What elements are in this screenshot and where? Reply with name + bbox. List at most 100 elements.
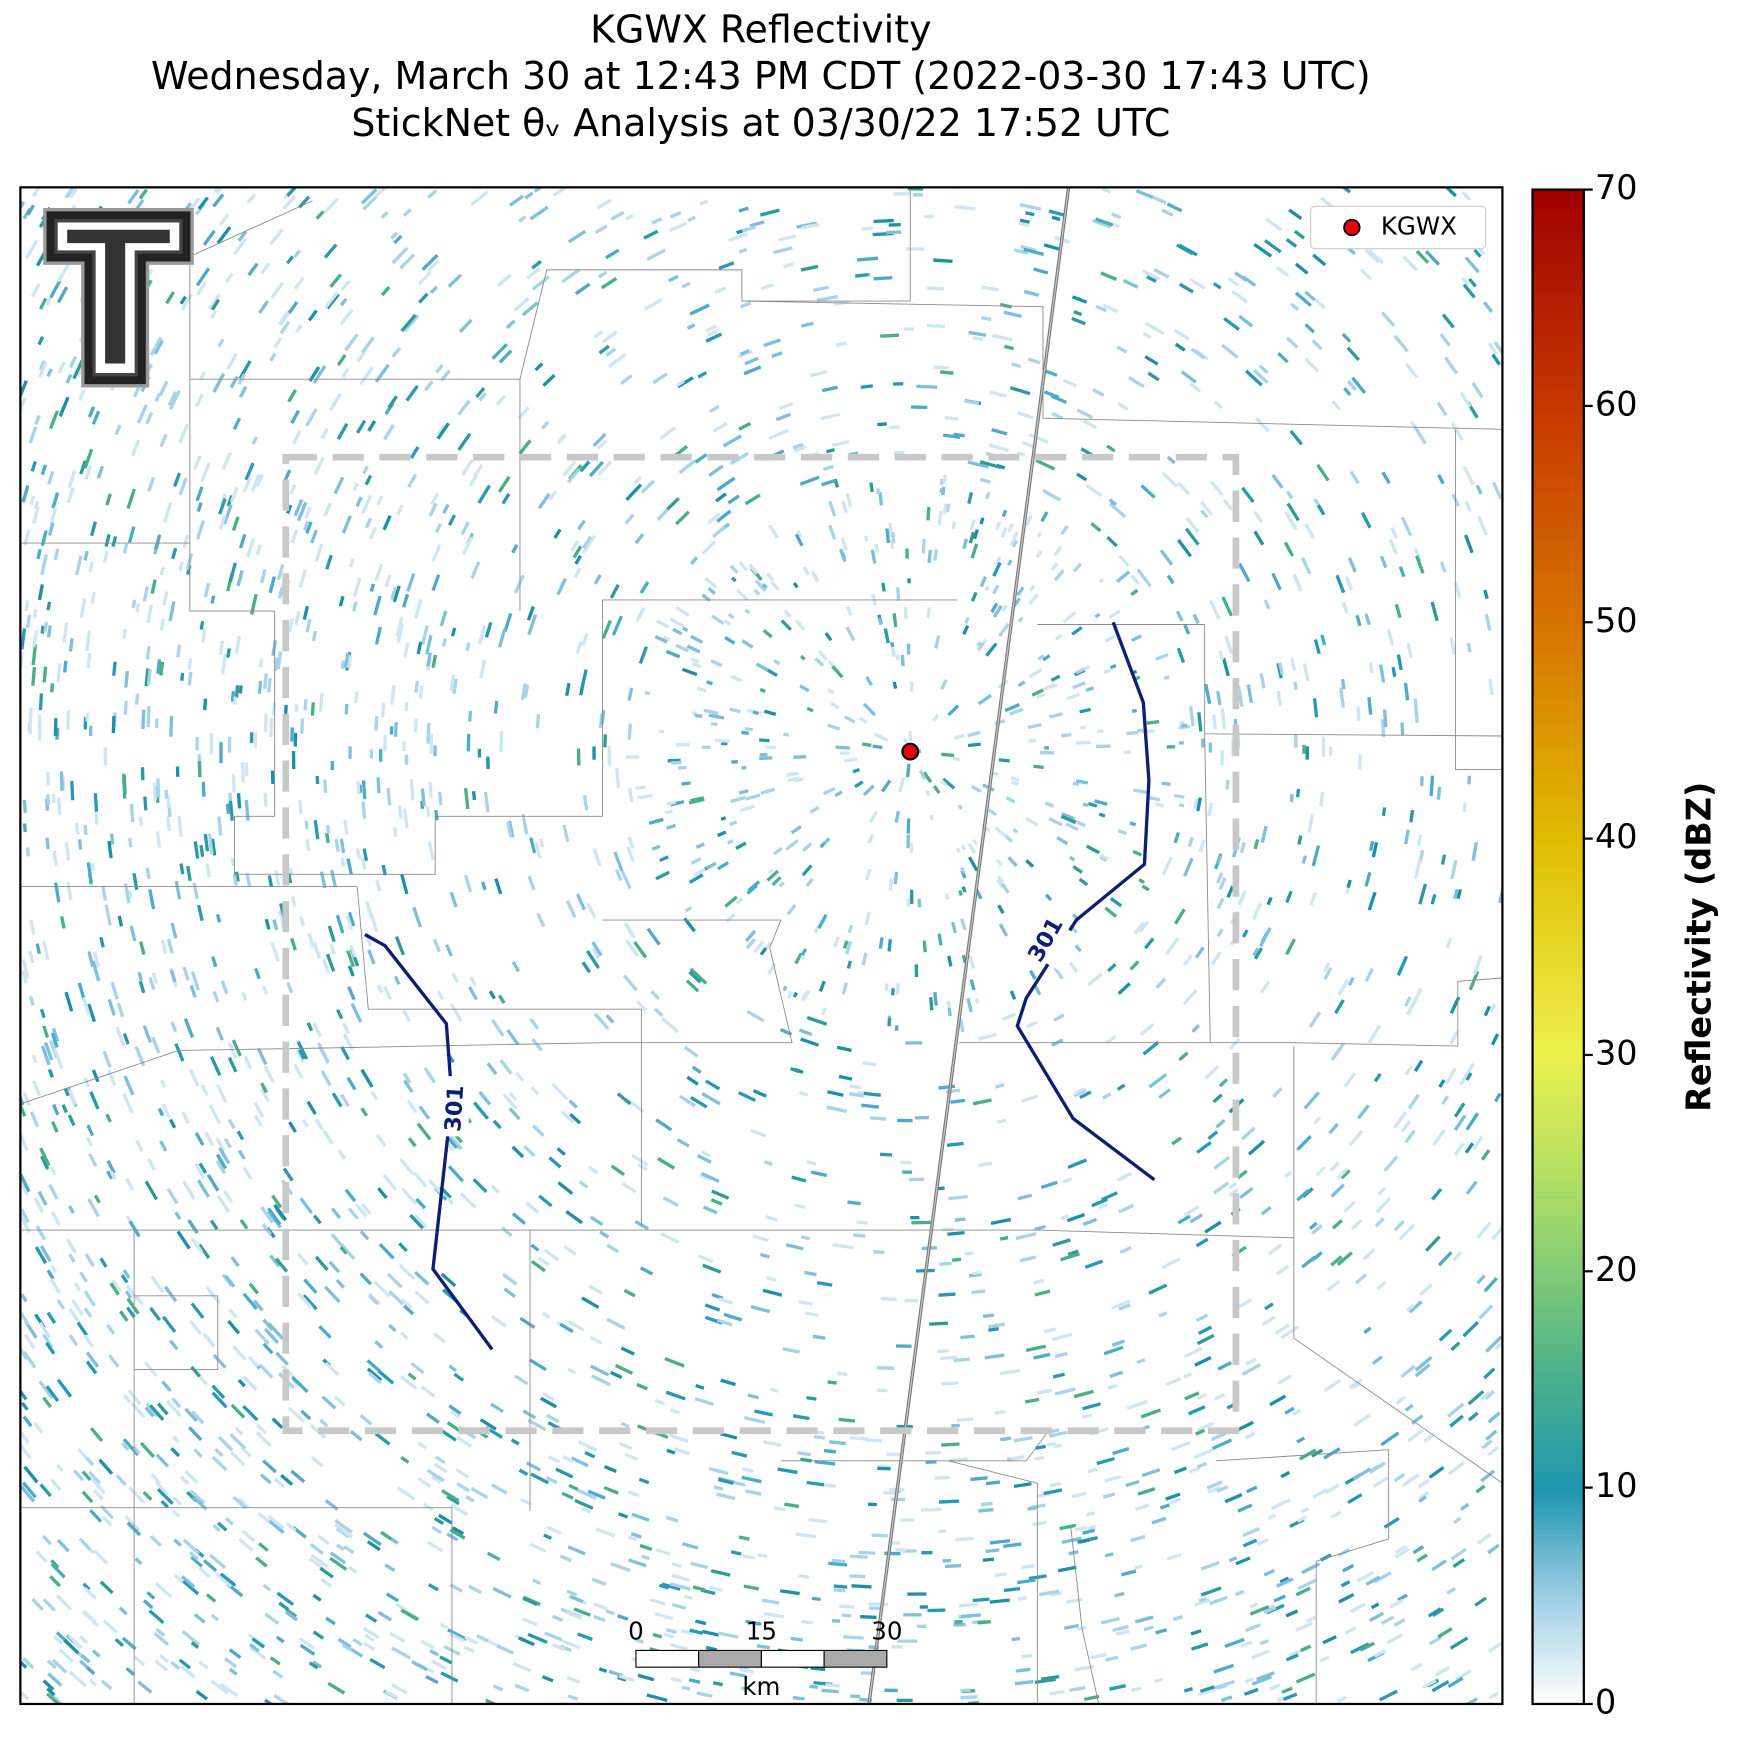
echo xyxy=(1102,1492,1116,1499)
echo xyxy=(1224,635,1234,655)
echo xyxy=(1141,884,1150,892)
echo xyxy=(1143,1625,1155,1632)
echo xyxy=(539,1396,558,1409)
echo xyxy=(434,1455,446,1465)
echo xyxy=(978,1507,994,1513)
scale-label: 15 xyxy=(746,1616,777,1645)
echo xyxy=(962,538,969,550)
echo xyxy=(107,999,116,1016)
echo xyxy=(809,370,828,378)
echo xyxy=(22,1350,37,1369)
echo xyxy=(1027,1506,1037,1511)
echo xyxy=(1462,1697,1479,1704)
echo xyxy=(308,1661,319,1670)
echo xyxy=(126,1284,139,1301)
echo xyxy=(144,1406,155,1418)
echo xyxy=(903,327,915,331)
echo xyxy=(236,793,242,809)
echo xyxy=(779,1027,793,1036)
echo xyxy=(1182,1372,1192,1379)
echo xyxy=(1206,1480,1223,1490)
echo xyxy=(219,1682,239,1698)
echo xyxy=(655,619,670,629)
echo xyxy=(740,1667,754,1674)
echo xyxy=(1462,802,1467,812)
echo xyxy=(1398,566,1406,578)
echo xyxy=(905,548,909,559)
echo xyxy=(1130,588,1139,596)
echo xyxy=(163,1285,178,1303)
echo xyxy=(651,217,663,225)
echo xyxy=(80,1653,91,1664)
echo xyxy=(575,641,583,655)
echo xyxy=(369,913,379,933)
echo xyxy=(365,900,374,919)
echo xyxy=(224,1274,236,1288)
echo xyxy=(922,771,933,784)
echo xyxy=(405,384,419,402)
echo xyxy=(361,1203,372,1216)
echo xyxy=(1265,217,1283,232)
echo xyxy=(286,187,301,198)
echo xyxy=(44,1041,54,1061)
echo xyxy=(1484,1390,1495,1400)
echo xyxy=(470,561,481,579)
echo xyxy=(420,1385,436,1398)
echo xyxy=(46,794,51,805)
echo xyxy=(876,488,881,495)
echo xyxy=(207,833,214,855)
echo xyxy=(627,836,635,849)
echo xyxy=(85,712,89,722)
echo xyxy=(1212,1093,1223,1104)
echo xyxy=(569,1594,584,1604)
echo xyxy=(1289,429,1304,446)
echo xyxy=(696,1153,712,1164)
echo xyxy=(393,234,403,245)
echo xyxy=(1131,1686,1142,1693)
echo xyxy=(66,487,75,504)
echo xyxy=(601,619,612,639)
echo xyxy=(747,880,761,893)
legend-box xyxy=(1310,205,1487,250)
echo xyxy=(40,625,45,634)
echo xyxy=(856,1220,868,1225)
echo xyxy=(972,336,984,342)
echo xyxy=(90,862,95,872)
echo xyxy=(1271,474,1284,489)
echo xyxy=(406,573,416,593)
echo xyxy=(354,691,359,704)
echo xyxy=(1032,1520,1047,1527)
echo xyxy=(106,1323,116,1335)
echo xyxy=(38,297,48,310)
echo xyxy=(916,384,938,389)
echo xyxy=(988,1322,1005,1329)
echo xyxy=(1263,599,1271,610)
echo xyxy=(483,791,490,813)
echo xyxy=(174,1211,182,1220)
echo xyxy=(1081,1413,1093,1420)
echo xyxy=(1388,538,1399,555)
echo xyxy=(1085,483,1103,497)
echo xyxy=(711,614,725,626)
echo xyxy=(900,654,905,667)
echo xyxy=(566,1589,578,1597)
echo xyxy=(290,727,294,742)
echo xyxy=(646,248,667,261)
echo xyxy=(170,1021,178,1033)
echo xyxy=(227,1042,238,1059)
echo xyxy=(1178,803,1185,808)
echo xyxy=(136,403,148,424)
echo xyxy=(581,534,597,555)
echo xyxy=(47,470,55,485)
echo xyxy=(738,561,749,572)
echo xyxy=(1236,1420,1254,1432)
echo xyxy=(64,187,75,199)
echo xyxy=(1007,522,1015,533)
echo xyxy=(31,283,41,298)
echo xyxy=(373,1280,391,1298)
echo xyxy=(739,301,752,309)
echo xyxy=(122,1394,132,1404)
echo xyxy=(687,215,697,222)
echo xyxy=(1170,1440,1191,1452)
